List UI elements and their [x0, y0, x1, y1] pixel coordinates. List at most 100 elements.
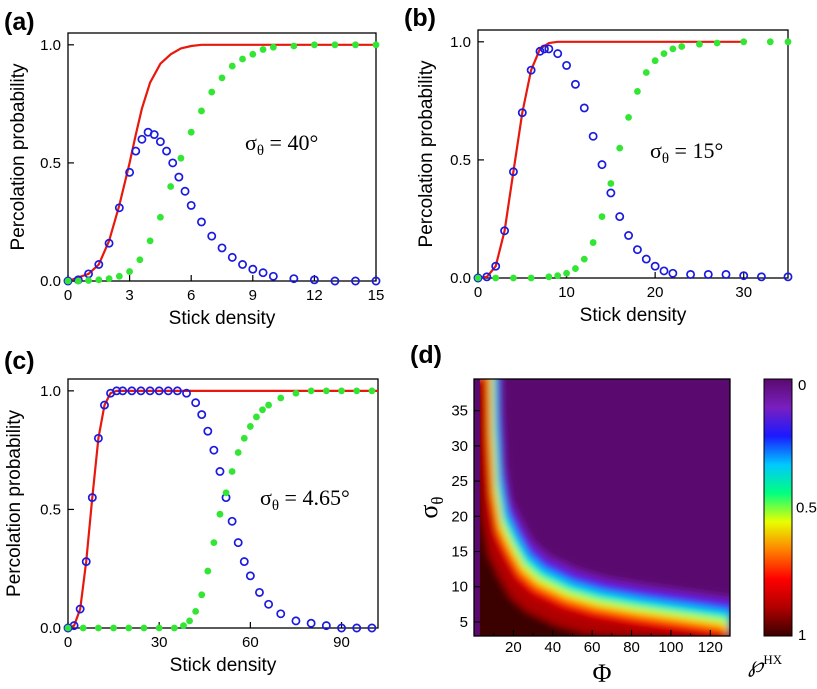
panel-label-a: (a)	[4, 8, 35, 36]
data-point	[276, 609, 286, 619]
data-point	[500, 226, 510, 236]
data-point	[203, 426, 213, 436]
data-point	[87, 493, 97, 503]
annot-subscript: θ	[257, 143, 264, 159]
panel-label-b: (b)	[404, 4, 436, 32]
data-point	[678, 43, 686, 50]
data-point	[177, 154, 185, 162]
x-tick-label: 6	[187, 287, 195, 304]
data-point	[659, 266, 669, 276]
data-point	[228, 468, 236, 475]
series-line	[67, 389, 378, 630]
data-point	[218, 74, 226, 82]
data-point	[63, 276, 73, 286]
x-tick-label: 120	[698, 639, 723, 656]
data-point	[125, 624, 133, 632]
heatmap-contour-layer	[474, 379, 730, 636]
data-point	[215, 467, 225, 476]
heatmap-band	[474, 379, 730, 636]
x-tick-label: 30	[735, 284, 752, 301]
data-point	[289, 274, 299, 284]
data-point	[186, 617, 193, 625]
data-point	[606, 188, 616, 198]
annot-value: = 4.65°	[279, 485, 350, 510]
data-point	[625, 113, 632, 121]
data-point	[126, 268, 133, 275]
data-point	[589, 239, 597, 246]
data-point	[307, 387, 315, 395]
data-point	[197, 217, 206, 227]
y-axis-subscript: θ	[428, 496, 447, 504]
series-line	[67, 43, 376, 283]
data-point	[544, 44, 554, 54]
series-filled_circle	[64, 41, 380, 285]
data-point	[290, 42, 298, 50]
data-point	[492, 274, 500, 282]
annot-subscript: θ	[662, 151, 669, 167]
data-point	[167, 183, 175, 190]
x-tick-label: 30	[151, 634, 168, 651]
data-point	[209, 445, 219, 455]
series-open_circle	[473, 44, 793, 283]
data-point	[81, 557, 91, 567]
data-point	[104, 238, 114, 248]
y-tick-label: 1.0	[40, 383, 61, 400]
data-point	[526, 65, 536, 75]
data-point	[74, 277, 82, 285]
x-tick-label: 80	[623, 639, 640, 656]
series-filled_circle	[64, 387, 376, 632]
data-point	[112, 386, 122, 396]
data-point	[607, 180, 615, 187]
panel-a: (a) 0 3 6 9 12 15 0.0 0.5 1.0 Stick density Percol…	[4, 8, 384, 329]
data-point	[368, 387, 376, 395]
x-tick-label: 20	[647, 284, 664, 301]
data-point	[239, 557, 249, 567]
y-tick-label: 1.0	[40, 37, 61, 54]
data-point	[110, 624, 117, 632]
data-point	[668, 268, 678, 278]
data-point	[268, 271, 278, 281]
data-point	[686, 270, 696, 279]
data-point	[125, 167, 135, 177]
data-point	[157, 213, 164, 221]
data-point	[127, 386, 137, 396]
colorbar	[763, 378, 793, 637]
data-point	[259, 406, 266, 414]
data-point	[94, 260, 104, 269]
y-tick-label: 30	[451, 438, 468, 455]
data-point	[180, 622, 187, 630]
y-tick-label: 10	[451, 579, 468, 596]
data-point	[85, 277, 92, 284]
data-point	[352, 41, 359, 49]
x-axis-title: Φ	[592, 659, 611, 688]
data-point	[634, 88, 641, 95]
y-tick-label: 0.5	[40, 155, 61, 172]
panel-c: (c) 0 30 60 90 0.0 0.5 1.0 Stick density Percola…	[4, 347, 379, 676]
data-point	[721, 270, 731, 279]
data-point	[277, 394, 285, 402]
data-point	[651, 57, 659, 65]
data-point	[216, 510, 224, 518]
data-point	[756, 272, 766, 282]
data-point	[253, 413, 260, 421]
data-point	[306, 618, 316, 628]
annot-subscript: θ	[272, 498, 279, 514]
data-point	[207, 231, 217, 241]
data-point	[367, 623, 377, 633]
data-point	[227, 516, 237, 526]
data-point	[95, 276, 103, 284]
y-axis-title: Percolation probability	[416, 60, 437, 247]
plot-frame	[67, 378, 379, 629]
data-point	[616, 144, 624, 152]
data-point	[208, 88, 216, 96]
data-point	[563, 269, 570, 277]
sigma-annotation: σθ = 4.65°	[260, 485, 350, 514]
data-point	[79, 624, 87, 632]
data-point	[245, 571, 255, 581]
colorbar-label-bottom: 1	[798, 627, 806, 644]
data-point	[321, 621, 331, 631]
data-point	[118, 386, 128, 396]
data-point	[553, 49, 563, 59]
data-point	[145, 386, 155, 396]
y-tick-label: 0.0	[40, 273, 61, 290]
